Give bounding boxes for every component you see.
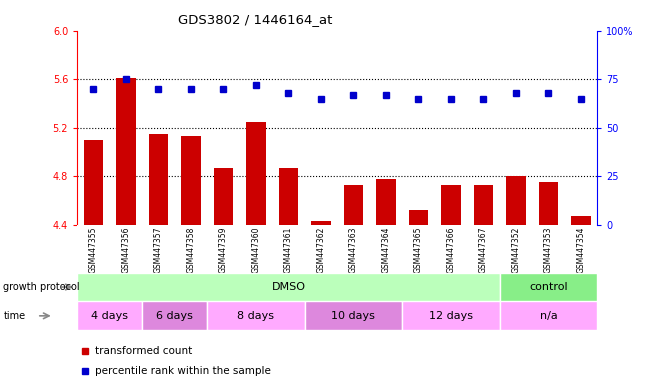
- Bar: [207, 301, 305, 330]
- Text: GSM447364: GSM447364: [381, 227, 391, 273]
- Text: transformed count: transformed count: [95, 346, 193, 356]
- Bar: [442, 185, 461, 225]
- Bar: [246, 122, 266, 225]
- Bar: [305, 301, 402, 330]
- Text: 4 days: 4 days: [91, 311, 128, 321]
- Text: growth protocol: growth protocol: [3, 282, 80, 292]
- Bar: [500, 273, 597, 301]
- Bar: [77, 301, 142, 330]
- Text: control: control: [529, 282, 568, 292]
- Text: GSM447358: GSM447358: [187, 227, 195, 273]
- Bar: [571, 216, 590, 225]
- Bar: [474, 185, 493, 225]
- Text: GDS3802 / 1446164_at: GDS3802 / 1446164_at: [178, 13, 332, 26]
- Text: GSM447352: GSM447352: [511, 227, 521, 273]
- Text: GSM447361: GSM447361: [284, 227, 293, 273]
- Text: GSM447365: GSM447365: [414, 227, 423, 273]
- Text: GSM447363: GSM447363: [349, 227, 358, 273]
- Text: DMSO: DMSO: [272, 282, 305, 292]
- Bar: [506, 176, 525, 225]
- Bar: [376, 179, 396, 225]
- Text: time: time: [3, 311, 25, 321]
- Text: GSM447362: GSM447362: [317, 227, 325, 273]
- Text: GSM447367: GSM447367: [479, 227, 488, 273]
- Text: GSM447366: GSM447366: [446, 227, 456, 273]
- Bar: [116, 78, 136, 225]
- Bar: [149, 134, 168, 225]
- Bar: [142, 301, 207, 330]
- Bar: [344, 185, 363, 225]
- Text: n/a: n/a: [539, 311, 558, 321]
- Bar: [84, 140, 103, 225]
- Text: GSM447356: GSM447356: [121, 227, 130, 273]
- Bar: [500, 301, 597, 330]
- Bar: [402, 301, 500, 330]
- Bar: [539, 182, 558, 225]
- Text: 10 days: 10 days: [331, 311, 375, 321]
- Bar: [77, 273, 500, 301]
- Text: GSM447357: GSM447357: [154, 227, 163, 273]
- Text: GSM447353: GSM447353: [544, 227, 553, 273]
- Text: GSM447355: GSM447355: [89, 227, 98, 273]
- Text: GSM447354: GSM447354: [576, 227, 585, 273]
- Bar: [213, 168, 234, 225]
- Bar: [278, 168, 298, 225]
- Text: percentile rank within the sample: percentile rank within the sample: [95, 366, 271, 376]
- Bar: [311, 221, 331, 225]
- Text: GSM447360: GSM447360: [252, 227, 260, 273]
- Text: GSM447359: GSM447359: [219, 227, 228, 273]
- Text: 6 days: 6 days: [156, 311, 193, 321]
- Text: 12 days: 12 days: [429, 311, 473, 321]
- Text: 8 days: 8 days: [238, 311, 274, 321]
- Bar: [409, 210, 428, 225]
- Bar: [181, 136, 201, 225]
